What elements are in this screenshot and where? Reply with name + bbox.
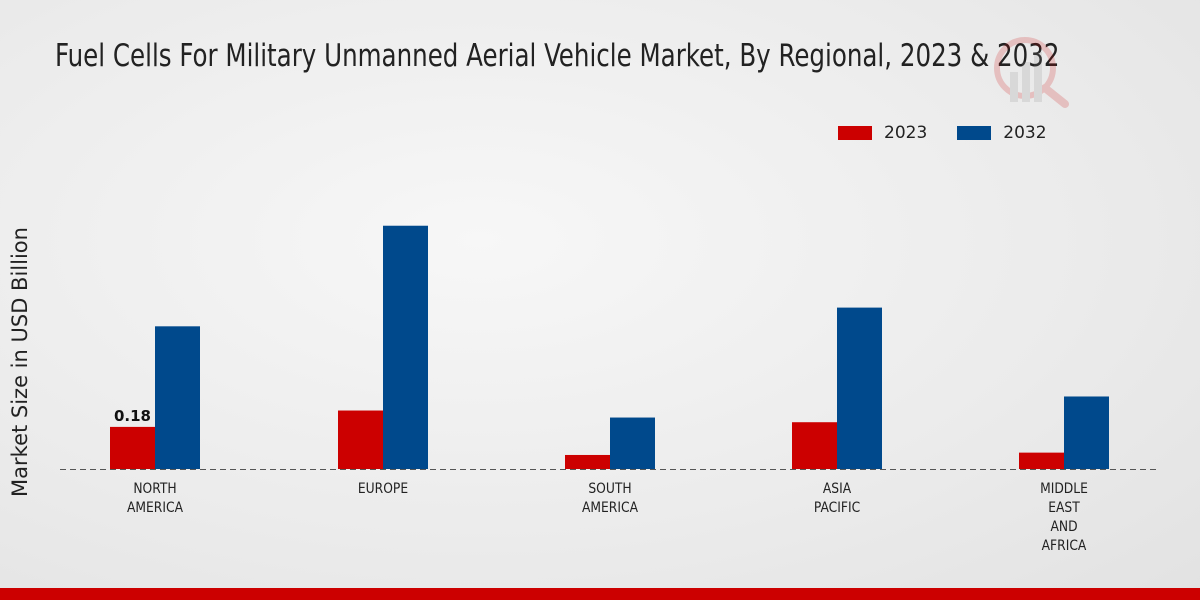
bar-2032-north-america bbox=[155, 326, 200, 469]
bar-2023-north-america bbox=[110, 426, 155, 469]
chart-title: Fuel Cells For Military Unmanned Aerial … bbox=[55, 38, 1060, 74]
x-tick-label: AFRICA bbox=[1042, 538, 1087, 554]
legend-item-2023: 2023 bbox=[838, 123, 927, 143]
legend: 2023 2032 bbox=[838, 123, 1047, 143]
legend-swatch-2032 bbox=[957, 126, 992, 140]
bar-2023-middle-east-and-africa bbox=[1019, 452, 1064, 469]
bar-2032-middle-east-and-africa bbox=[1064, 396, 1109, 469]
bar-2032-europe bbox=[383, 225, 428, 469]
x-tick-label: ASIA bbox=[823, 481, 851, 497]
x-tick-label: NORTH bbox=[133, 481, 176, 497]
legend-label: 2032 bbox=[1003, 123, 1047, 143]
x-tick-label: AND bbox=[1050, 519, 1077, 535]
legend-label: 2023 bbox=[884, 123, 928, 143]
bar-2032-asia-pacific bbox=[837, 307, 882, 469]
bar-2032-south-america bbox=[610, 417, 655, 469]
x-tick-label: MIDDLE bbox=[1040, 481, 1088, 497]
data-label: 0.18 bbox=[114, 407, 151, 425]
bar-2023-asia-pacific bbox=[792, 422, 837, 469]
x-tick-label: AMERICA bbox=[582, 500, 638, 516]
bar-2023-europe bbox=[338, 410, 383, 469]
x-tick-label: PACIFIC bbox=[814, 500, 860, 516]
watermark-logo-icon bbox=[994, 37, 1069, 108]
x-tick-label: EUROPE bbox=[358, 481, 408, 497]
footer-bar bbox=[0, 588, 1200, 600]
legend-item-2032: 2032 bbox=[957, 123, 1047, 143]
bar-2023-south-america bbox=[565, 454, 610, 469]
legend-swatch-2023 bbox=[838, 126, 872, 140]
x-tick-label: EAST bbox=[1048, 500, 1080, 516]
x-tick-label: SOUTH bbox=[588, 481, 631, 497]
x-tick-label: AMERICA bbox=[127, 500, 183, 516]
